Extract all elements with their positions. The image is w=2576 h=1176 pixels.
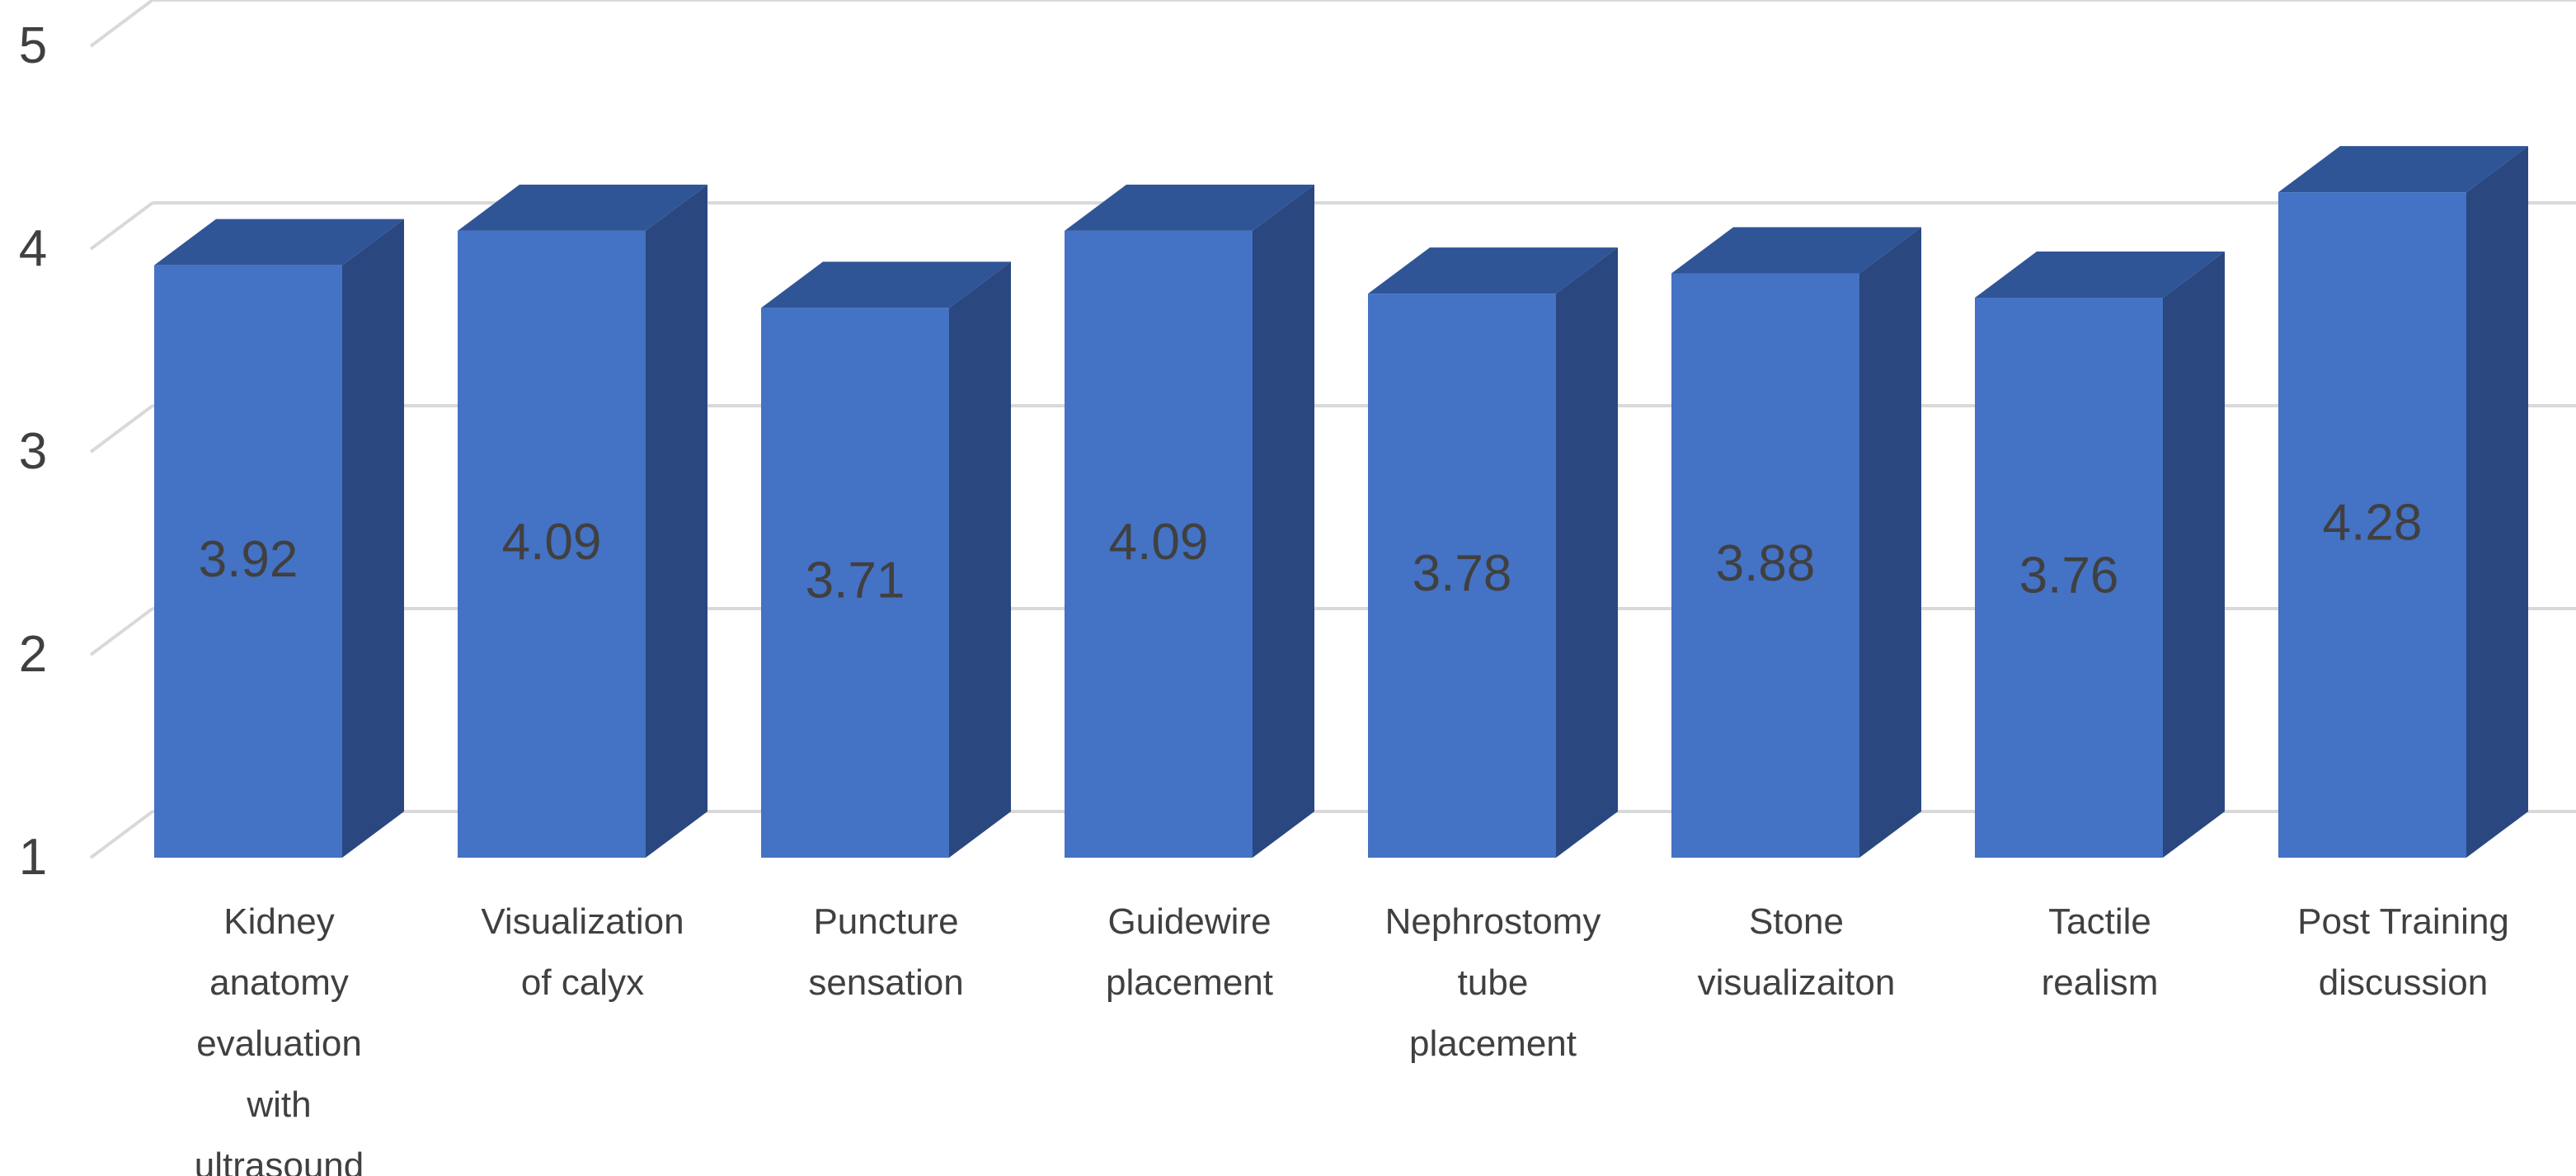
category-label-line: ultrasound (195, 1145, 364, 1176)
bar-side-face (2163, 252, 2225, 858)
bar-top-face (1975, 252, 2225, 299)
data-label: 4.09 (502, 514, 602, 571)
bar: 4.28 (2278, 146, 2528, 858)
category-label-line: visualizaiton (1698, 962, 1896, 1003)
bar-top-face (458, 184, 707, 231)
category-label: Stone visualizaiton (1698, 901, 1896, 1003)
gridline-diagonal (89, 404, 154, 454)
data-label: 3.71 (806, 553, 905, 609)
bar-top-face (761, 261, 1011, 308)
category-label-line: Nephrostomy (1385, 901, 1601, 942)
bar: 3.78 (1368, 247, 1618, 858)
category-label-line: Stone (1749, 901, 1844, 942)
data-label: 3.76 (2019, 548, 2119, 604)
bar: 4.09 (1065, 184, 1314, 858)
data-label: 3.88 (1716, 535, 1816, 592)
y-tick-label: 4 (19, 220, 47, 277)
bar-front-face (1975, 298, 2163, 858)
category-label-line: with (246, 1084, 311, 1125)
category-label-line: placement (1409, 1023, 1577, 1064)
category-label-line: realism (2042, 962, 2159, 1003)
bar-side-face (1253, 184, 1314, 858)
bar-front-face (1671, 273, 1859, 858)
category-label: Guidewire placement (1106, 901, 1273, 1003)
bar-front-face (1368, 294, 1556, 858)
category-label-line: Puncture (813, 901, 958, 942)
bar-side-face (342, 219, 404, 858)
gridline-diagonal (89, 201, 154, 251)
bar-top-face (1368, 247, 1618, 294)
y-tick-label: 5 (19, 17, 47, 74)
category-label: Kidney anatomy evaluation with ultrasound (195, 901, 364, 1176)
category-label-line: of calyx (521, 962, 644, 1003)
bar-top-face (154, 219, 404, 266)
bar-side-face (646, 184, 707, 858)
bar-top-face (2278, 146, 2528, 193)
gridline-diagonal (89, 0, 154, 48)
y-tick-label: 2 (19, 626, 47, 683)
data-label: 3.92 (199, 531, 298, 588)
bar-top-face (1671, 227, 1921, 274)
bar-front-face (458, 230, 646, 858)
bar-front-face (1065, 230, 1253, 858)
category-label: Tactile realism (2042, 901, 2159, 1003)
bar-front-face (2278, 192, 2466, 858)
bar-series: 3.92 4.09 3.71 4.09 3.78 3.88 3.76 4.28 (154, 146, 2528, 858)
bar: 4.09 (458, 184, 707, 858)
data-label: 4.09 (1109, 514, 1209, 571)
y-tick-label: 1 (19, 829, 47, 886)
data-label: 3.78 (1413, 545, 1512, 602)
bar: 3.88 (1671, 227, 1921, 858)
category-label-line: placement (1106, 962, 1273, 1003)
bar-top-face (1065, 184, 1314, 231)
category-label-line: discussion (2319, 962, 2488, 1003)
category-label: Nephrostomy tube placement (1385, 901, 1601, 1064)
x-axis: Kidney anatomy evaluation with ultrasound Vis… (195, 901, 2509, 1176)
y-axis: 1 2 3 4 5 (19, 17, 47, 886)
bar-side-face (2466, 146, 2528, 858)
bar-side-face (1859, 227, 1921, 858)
bar-front-face (761, 308, 949, 858)
category-label-line: evaluation (196, 1023, 362, 1064)
category-label-line: Guidewire (1107, 901, 1271, 942)
bar-front-face (154, 265, 342, 858)
category-label-line: Post Training (2297, 901, 2509, 942)
gridline-diagonal (89, 607, 154, 656)
bar: 3.71 (761, 261, 1011, 858)
bar-side-face (949, 261, 1011, 858)
category-label: Post Training discussion (2297, 901, 2509, 1003)
category-label-line: Visualization (481, 901, 684, 942)
y-tick-label: 3 (19, 423, 47, 480)
category-label-line: Tactile (2048, 901, 2151, 942)
category-label-line: tube (1458, 962, 1529, 1003)
category-label-line: anatomy (209, 962, 349, 1003)
bar: 3.76 (1975, 252, 2225, 858)
category-label: Puncture sensation (808, 901, 963, 1003)
data-label: 4.28 (2323, 495, 2423, 552)
category-label-line: sensation (808, 962, 963, 1003)
gridline-diagonal (89, 810, 154, 859)
bar-side-face (1556, 247, 1618, 858)
category-label: Visualization of calyx (481, 901, 684, 1003)
bar: 3.92 (154, 219, 404, 858)
category-label-line: Kidney (223, 901, 335, 942)
